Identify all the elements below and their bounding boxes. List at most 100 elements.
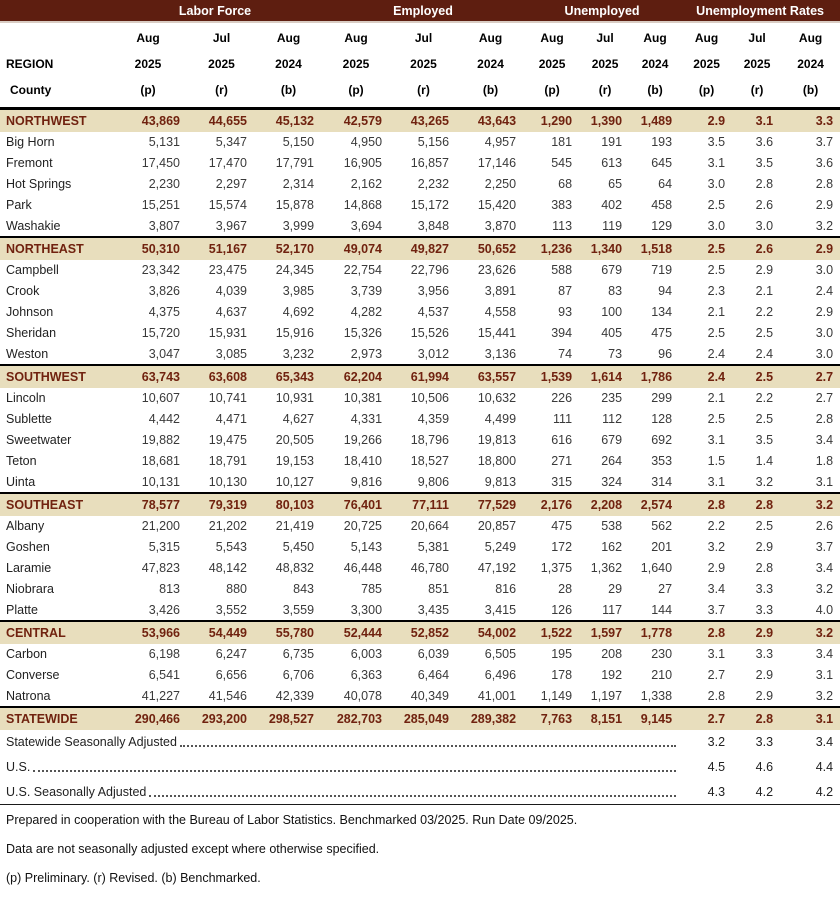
county-value: 2.7 bbox=[815, 391, 834, 405]
county-row-uinta: Uinta 10,131 10,130 10,127 9,816 9,806 9,813 31… bbox=[0, 472, 840, 493]
region-row-central: CENTRAL 53,966 54,449 55,780 52,444 52,852 54,… bbox=[0, 619, 840, 644]
county-value: 19,813 bbox=[477, 433, 517, 447]
footnote-seasonal: Data are not seasonally adjusted except … bbox=[6, 842, 380, 856]
flag-label: (p) bbox=[698, 83, 715, 97]
county-row-fremont: Fremont 17,450 17,470 17,791 16,905 16,857 17,… bbox=[0, 153, 840, 174]
county-value: 353 bbox=[651, 454, 673, 468]
county-value: 2.9 bbox=[755, 688, 774, 703]
county-value: 843 bbox=[293, 582, 315, 596]
county-value: 15,526 bbox=[410, 326, 450, 340]
county-value: 162 bbox=[601, 540, 623, 554]
county-value: 3.1 bbox=[707, 156, 726, 170]
county-value: 4,442 bbox=[148, 412, 180, 426]
county-value: 851 bbox=[428, 582, 450, 596]
year-label: 2025 bbox=[342, 57, 370, 71]
county-value: 1,338 bbox=[640, 688, 673, 703]
region-value: 2,208 bbox=[580, 491, 631, 516]
region-value: 76,401 bbox=[322, 491, 391, 516]
dotted-leader bbox=[179, 732, 677, 747]
footer-label: Statewide Seasonally Adjusted bbox=[6, 735, 177, 749]
footer-rate-value: 4.2 bbox=[781, 779, 840, 805]
county-value: 3,085 bbox=[215, 346, 247, 361]
county-value: 1,362 bbox=[590, 561, 623, 575]
county-name: Sheridan bbox=[6, 326, 57, 340]
subheader-unemployed-jul-2025: Jul 2025 (r) bbox=[580, 22, 631, 110]
county-value: 2.8 bbox=[707, 688, 726, 703]
county-row-albany: Albany 21,200 21,202 21,419 20,725 20,664 20,8… bbox=[0, 516, 840, 537]
region-value: 77,111 bbox=[390, 491, 458, 516]
region-value: 2.9 bbox=[781, 235, 840, 260]
region-value: 53,966 bbox=[108, 619, 188, 644]
county-value: 65 bbox=[608, 177, 623, 191]
region-value: 1,522 bbox=[524, 619, 581, 644]
county-value: 2.2 bbox=[707, 519, 726, 533]
year-label: 2025 bbox=[743, 57, 771, 71]
county-row-crook: Crook 3,826 4,039 3,985 3,739 3,956 3,891 87 83 9… bbox=[0, 281, 840, 302]
county-value: 23,475 bbox=[208, 263, 247, 277]
county-value: 2,232 bbox=[417, 177, 450, 191]
region-value: 1,489 bbox=[640, 113, 673, 128]
county-row-sublette: Sublette 4,442 4,471 4,627 4,331 4,359 4,499 11… bbox=[0, 409, 840, 430]
county-value: 2.5 bbox=[707, 263, 726, 277]
column-group-row: Labor Force Employed Unemployed Unemploymen… bbox=[0, 0, 840, 23]
county-value: 5,156 bbox=[417, 135, 450, 149]
county-value: 24,345 bbox=[275, 263, 315, 277]
leader: U.S. bbox=[6, 757, 680, 777]
county-value: 315 bbox=[551, 474, 573, 489]
county-value: 18,800 bbox=[477, 454, 517, 468]
region-value: 3.2 bbox=[781, 619, 840, 644]
region-name: CENTRAL bbox=[0, 619, 108, 644]
county-value: 4.0 bbox=[815, 602, 834, 617]
county-name: Big Horn bbox=[6, 135, 55, 149]
region-value: 80,103 bbox=[255, 491, 323, 516]
county-value: 1,640 bbox=[640, 561, 673, 575]
county-value: 271 bbox=[551, 454, 573, 468]
county-value: 93 bbox=[558, 305, 573, 319]
region-value: 45,132 bbox=[275, 113, 315, 128]
county-value: 1,375 bbox=[540, 561, 573, 575]
county-value: 40,078 bbox=[343, 688, 383, 703]
county-value: 3.6 bbox=[815, 156, 834, 170]
county-value: 3,232 bbox=[282, 346, 315, 361]
county-value: 41,001 bbox=[477, 688, 517, 703]
county-name: Johnson bbox=[6, 305, 54, 319]
footnotes: Prepared in cooperation with the Bureau … bbox=[0, 805, 840, 885]
county-value: 20,725 bbox=[343, 519, 383, 533]
year-label: 2025 bbox=[538, 57, 566, 71]
county-value: 10,127 bbox=[275, 474, 315, 489]
region-value: 54,449 bbox=[188, 619, 255, 644]
region-value: 63,608 bbox=[188, 363, 255, 388]
county-value: 2.1 bbox=[755, 284, 774, 298]
county-value: 6,198 bbox=[148, 647, 180, 661]
region-value: 52,444 bbox=[322, 619, 391, 644]
county-value: 2.4 bbox=[707, 346, 726, 361]
county-value: 68 bbox=[558, 177, 573, 191]
region-value: 1,518 bbox=[630, 235, 681, 260]
county-value: 193 bbox=[651, 135, 673, 149]
region-value: 44,655 bbox=[208, 113, 247, 128]
county-value: 3,435 bbox=[417, 602, 450, 617]
county-value: 74 bbox=[558, 346, 573, 361]
county-row-johnson: Johnson 4,375 4,637 4,692 4,282 4,537 4,558 93 1… bbox=[0, 302, 840, 323]
footer-label: U.S. Seasonally Adjusted bbox=[6, 784, 147, 799]
county-value: 3,999 bbox=[282, 218, 315, 233]
region-value: 285,049 bbox=[390, 705, 458, 730]
footer-label-cell: Statewide Seasonally Adjusted bbox=[0, 730, 680, 755]
county-value: 195 bbox=[551, 647, 573, 661]
county-value: 48,142 bbox=[208, 561, 247, 575]
county-name: Carbon bbox=[6, 647, 47, 661]
county-value: 2.9 bbox=[815, 198, 834, 212]
county-value: 6,003 bbox=[350, 647, 383, 661]
county-value: 3.0 bbox=[707, 218, 726, 233]
county-value: 3.7 bbox=[815, 540, 834, 554]
footer-rate-value: 4.3 bbox=[680, 779, 734, 805]
region-value: 9,145 bbox=[630, 705, 681, 730]
county-value: 119 bbox=[602, 218, 623, 233]
county-row-campbell: Campbell 23,342 23,475 24,345 22,754 22,796 23… bbox=[0, 260, 840, 281]
county-value: 538 bbox=[601, 519, 623, 533]
county-name: Hot Springs bbox=[6, 177, 72, 191]
subheader-labor-force-jul-2025: Jul 2025 (r) bbox=[188, 22, 255, 110]
county-header-label: County bbox=[10, 83, 52, 97]
county-value: 47,823 bbox=[141, 561, 180, 575]
county-value: 27 bbox=[658, 582, 673, 596]
